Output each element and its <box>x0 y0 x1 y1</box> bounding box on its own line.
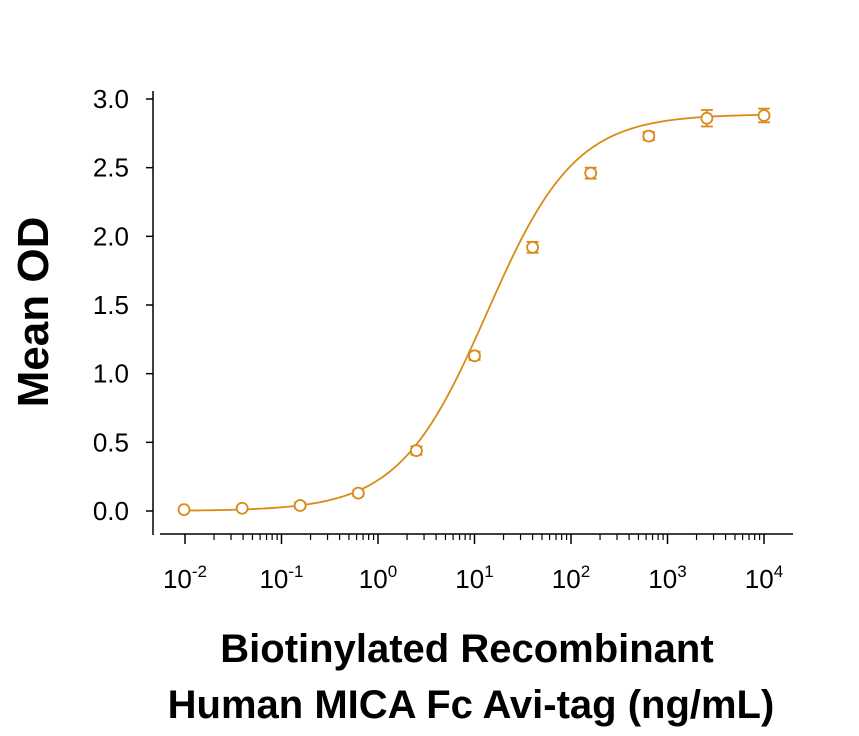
y-axis-label: Mean OD <box>9 217 58 408</box>
point-marker <box>757 109 771 122</box>
point-marker <box>584 166 598 180</box>
y-tick-label: 0.0 <box>93 496 129 526</box>
data-point <box>410 444 423 457</box>
x-tick-label: 103 <box>648 562 686 594</box>
x-tick-label: 101 <box>455 562 493 594</box>
data-point <box>584 166 598 180</box>
point-marker <box>642 129 656 143</box>
data-point <box>700 109 714 128</box>
y-tick-label: 3.0 <box>93 84 129 114</box>
x-tick-label: 100 <box>359 562 397 594</box>
data-point <box>293 499 307 512</box>
data-point <box>757 107 771 124</box>
point-marker <box>526 240 539 254</box>
x-tick-label: 10-1 <box>259 562 303 594</box>
point-marker <box>351 486 365 500</box>
x-ticks: 10-2 10-1 100 101 102 103 104 <box>163 534 783 594</box>
axes <box>152 91 793 535</box>
y-ticks: 0.0 0.5 1.0 1.5 2.0 2.5 3.0 <box>93 84 153 526</box>
point-marker <box>293 499 307 512</box>
x-tick-label: 10-2 <box>163 562 207 594</box>
point-marker <box>235 501 249 515</box>
data-point <box>351 486 365 500</box>
point-marker <box>177 503 191 517</box>
x-tick-label: 102 <box>552 562 590 594</box>
data-point <box>177 503 191 517</box>
point-marker <box>410 444 423 457</box>
y-tick-label: 2.5 <box>93 153 129 183</box>
x-axis-label-line-2: Human MICA Fc Avi-tag (ng/mL) <box>168 683 775 727</box>
data-point <box>468 349 481 363</box>
data-point <box>235 501 249 515</box>
data-point <box>642 129 656 143</box>
data-points <box>177 107 771 517</box>
y-tick-label: 1.0 <box>93 359 129 389</box>
point-marker <box>468 349 481 363</box>
point-marker <box>700 111 714 125</box>
y-tick-label: 0.5 <box>93 427 129 457</box>
x-tick-label: 104 <box>745 562 783 594</box>
data-point <box>526 240 539 254</box>
y-tick-label: 1.5 <box>93 290 129 320</box>
x-axis-label-line-1: Biotinylated Recombinant <box>220 627 713 671</box>
y-tick-label: 2.0 <box>93 221 129 251</box>
fit-curve <box>184 113 765 512</box>
